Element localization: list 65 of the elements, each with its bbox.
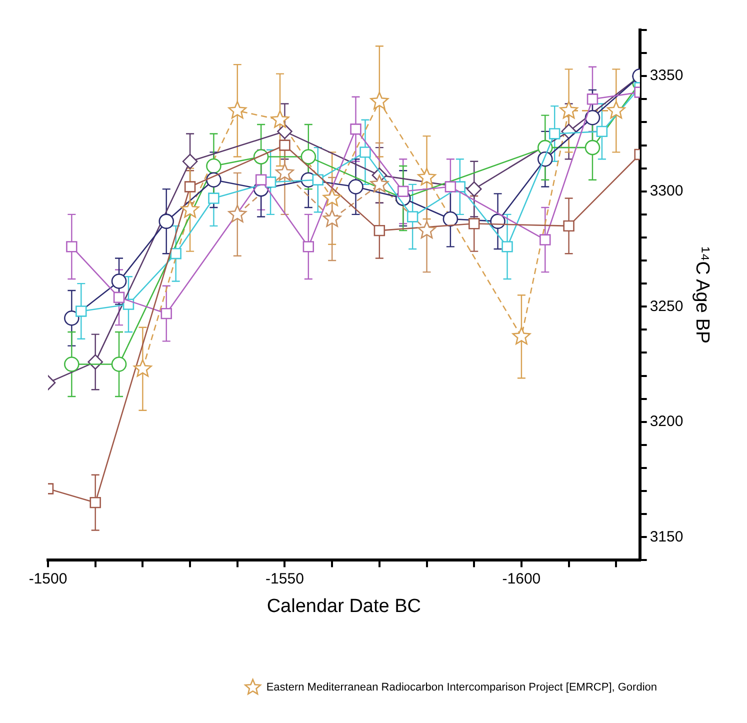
point bbox=[276, 163, 294, 181]
point bbox=[322, 209, 342, 227]
point bbox=[184, 181, 196, 192]
point bbox=[270, 110, 290, 128]
point bbox=[160, 308, 172, 320]
point bbox=[300, 149, 316, 164]
point bbox=[255, 174, 267, 186]
point bbox=[113, 292, 125, 304]
point bbox=[560, 101, 578, 119]
point bbox=[228, 101, 247, 119]
x-axis-title: Calendar Date BC bbox=[266, 596, 422, 617]
point bbox=[374, 224, 386, 236]
point bbox=[90, 496, 101, 508]
point bbox=[279, 140, 290, 151]
point bbox=[406, 211, 418, 222]
point bbox=[502, 241, 513, 252]
y-tick-label: 3300 bbox=[650, 182, 684, 200]
point bbox=[111, 274, 127, 289]
point bbox=[596, 126, 608, 138]
y-tick-label: 3350 bbox=[650, 67, 684, 84]
x-tick-label: -1600 bbox=[502, 570, 541, 588]
point bbox=[586, 94, 598, 105]
x-tick-label: -1550 bbox=[266, 570, 304, 588]
x-tick-label: -1500 bbox=[28, 570, 68, 588]
point bbox=[444, 181, 456, 192]
y-tick-label: 3200 bbox=[650, 413, 684, 430]
point bbox=[277, 124, 292, 140]
point bbox=[370, 174, 389, 192]
point bbox=[66, 241, 78, 252]
point bbox=[398, 186, 409, 197]
point bbox=[180, 200, 200, 218]
point bbox=[540, 234, 551, 246]
point bbox=[350, 124, 362, 135]
point bbox=[228, 204, 247, 222]
point bbox=[170, 248, 182, 260]
point bbox=[64, 310, 80, 326]
point bbox=[64, 356, 80, 372]
point bbox=[370, 92, 389, 110]
point bbox=[563, 220, 574, 232]
point bbox=[468, 218, 480, 230]
point bbox=[133, 359, 152, 377]
point bbox=[182, 154, 198, 170]
point bbox=[606, 101, 626, 119]
point bbox=[158, 214, 174, 229]
point bbox=[584, 110, 600, 126]
point bbox=[111, 356, 127, 372]
point bbox=[584, 140, 600, 156]
point bbox=[466, 181, 482, 197]
point bbox=[76, 306, 87, 317]
y-tick-label: 3250 bbox=[650, 298, 684, 315]
point bbox=[418, 168, 436, 186]
legend-label: Eastern Mediterranean Radiocarbon Intercomparison Project [EMRCP], Gordion bbox=[266, 682, 658, 694]
point bbox=[206, 158, 222, 174]
y-axis-title: ¹⁴C Age BP bbox=[691, 246, 712, 344]
y-tick-label: 3150 bbox=[650, 528, 684, 546]
point bbox=[322, 188, 342, 206]
point bbox=[418, 220, 436, 238]
point bbox=[442, 211, 458, 227]
point bbox=[302, 241, 314, 252]
point bbox=[549, 128, 560, 140]
point bbox=[208, 192, 220, 204]
point bbox=[360, 146, 371, 158]
point bbox=[312, 174, 324, 186]
point bbox=[348, 179, 364, 194]
point bbox=[512, 326, 531, 345]
